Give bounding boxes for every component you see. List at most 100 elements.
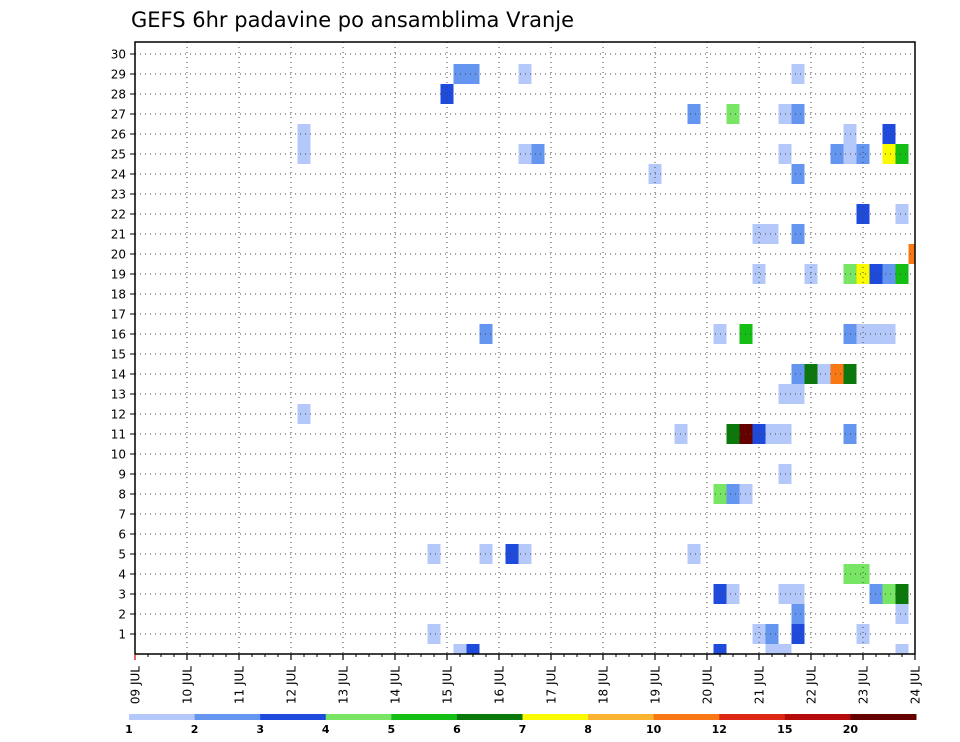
colorbar-label: 15 [777, 723, 792, 736]
y-tick-label: 14 [111, 368, 126, 382]
colorbar-swatch [325, 714, 392, 720]
x-tick-label: 18 JUL [597, 666, 611, 704]
colorbar-label: 20 [843, 723, 859, 736]
y-tick-label: 30 [111, 48, 126, 62]
grid-lines [135, 42, 915, 654]
ensemble-cell [778, 644, 792, 654]
ensemble-cell [687, 544, 701, 564]
ensemble-cell [765, 624, 779, 644]
y-tick-label: 29 [111, 68, 126, 82]
colorbar-label: 5 [388, 723, 396, 736]
colorbar-swatch [588, 714, 655, 720]
x-tick-label: 24 JUL [909, 666, 923, 704]
y-tick-label: 22 [111, 208, 126, 222]
ensemble-cell [297, 144, 311, 164]
colorbar-label: 10 [646, 723, 662, 736]
x-tick-label: 13 JUL [337, 666, 351, 704]
colorbar-swatch [260, 714, 327, 720]
ensemble-cell [427, 544, 441, 564]
ensemble-cell [726, 584, 740, 604]
ensemble-cell [856, 264, 870, 284]
y-tick-label: 28 [111, 88, 126, 102]
ensemble-cell [882, 584, 896, 604]
y-axis: 1234567891011121314151617181920212223242… [111, 48, 135, 642]
ensemble-cell [752, 424, 766, 444]
ensemble-cell [427, 624, 441, 644]
y-tick-label: 12 [111, 408, 126, 422]
x-tick-label: 09 JUL [129, 666, 143, 704]
y-tick-label: 26 [111, 128, 126, 142]
ensemble-cell [830, 364, 844, 384]
ensemble-cell [453, 644, 467, 654]
colorbar: 1 2 3 4 5 6 7 8 10 12 15 20 [125, 714, 917, 736]
x-axis: 09 JUL 10 JUL 11 JUL 12 JUL 13 JUL 14 JUL 15 J… [129, 654, 923, 704]
y-tick-label: 27 [111, 108, 126, 122]
y-tick-label: 2 [118, 608, 126, 622]
ensemble-cell [752, 224, 766, 244]
y-tick-label: 23 [111, 188, 126, 202]
colorbar-swatch [522, 714, 589, 720]
ensemble-cell [856, 204, 870, 224]
ensemble-cell [882, 264, 896, 284]
x-tick-label: 20 JUL [701, 666, 715, 704]
x-tick-label: 14 JUL [389, 666, 403, 704]
y-tick-label: 1 [118, 628, 126, 642]
ensemble-cell [505, 544, 519, 564]
y-tick-label: 15 [111, 348, 126, 362]
ensemble-cell [791, 164, 805, 184]
ensemble-cell [895, 604, 909, 624]
ensemble-cell [856, 324, 870, 344]
y-tick-label: 5 [118, 548, 126, 562]
colorbar-swatch [653, 714, 720, 720]
y-tick-label: 11 [111, 428, 126, 442]
x-tick-label: 16 JUL [493, 666, 507, 704]
ensemble-cell [856, 564, 870, 584]
ensemble-cell [726, 484, 740, 504]
colorbar-label: 2 [191, 723, 199, 736]
x-tick-label: 10 JUL [181, 666, 195, 704]
ensemble-cell [882, 324, 896, 344]
ensemble-cell [687, 104, 701, 124]
ensemble-cell [895, 584, 909, 604]
ensemble-cell [791, 224, 805, 244]
ensemble-cell [297, 124, 311, 144]
x-tick-label: 11 JUL [233, 666, 247, 704]
ensemble-cell [752, 264, 766, 284]
ensemble-cell [791, 364, 805, 384]
colorbar-swatch [850, 714, 917, 720]
ensemble-cell [791, 604, 805, 624]
ensemble-cell [713, 644, 727, 654]
x-tick-label: 12 JUL [285, 666, 299, 704]
colorbar-swatch [719, 714, 786, 720]
ensemble-cell [531, 144, 545, 164]
y-tick-label: 9 [118, 468, 126, 482]
ensemble-cell [791, 104, 805, 124]
colorbar-label: 8 [584, 723, 592, 736]
colorbar-label: 4 [322, 723, 330, 736]
y-tick-label: 18 [111, 288, 126, 302]
x-tick-label: 17 JUL [545, 666, 559, 704]
ensemble-cell [895, 204, 909, 224]
ensemble-cell [726, 104, 740, 124]
colorbar-label: 3 [256, 723, 264, 736]
x-tick-label: 22 JUL [805, 666, 819, 704]
y-tick-label: 6 [118, 528, 126, 542]
colorbar-label: 7 [519, 723, 527, 736]
x-tick-label: 19 JUL [649, 666, 663, 704]
y-tick-label: 25 [111, 148, 126, 162]
ensemble-cell [830, 144, 844, 164]
colorbar-swatch [456, 714, 523, 720]
y-tick-label: 24 [111, 168, 126, 182]
x-tick-label: 21 JUL [753, 666, 767, 704]
ensemble-cell [817, 364, 831, 384]
ensemble-cell [752, 624, 766, 644]
ensemble-cell [856, 144, 870, 164]
ensemble-cells [297, 64, 915, 654]
y-tick-label: 20 [111, 248, 126, 262]
y-tick-label: 7 [118, 508, 126, 522]
ensemble-cell [726, 424, 740, 444]
ensemble-cell [466, 64, 480, 84]
ensemble-cell [297, 404, 311, 424]
ensemble-cell [895, 264, 909, 284]
